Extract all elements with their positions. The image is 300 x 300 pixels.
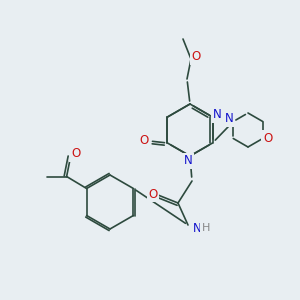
Text: N: N (184, 154, 192, 167)
Text: O: O (71, 147, 80, 160)
Text: O: O (148, 188, 158, 200)
Text: N: N (225, 112, 234, 125)
Text: N: N (213, 109, 222, 122)
Text: O: O (140, 134, 149, 146)
Text: N: N (193, 221, 201, 235)
Text: O: O (191, 50, 201, 64)
Text: O: O (263, 132, 272, 145)
Text: H: H (202, 223, 210, 233)
